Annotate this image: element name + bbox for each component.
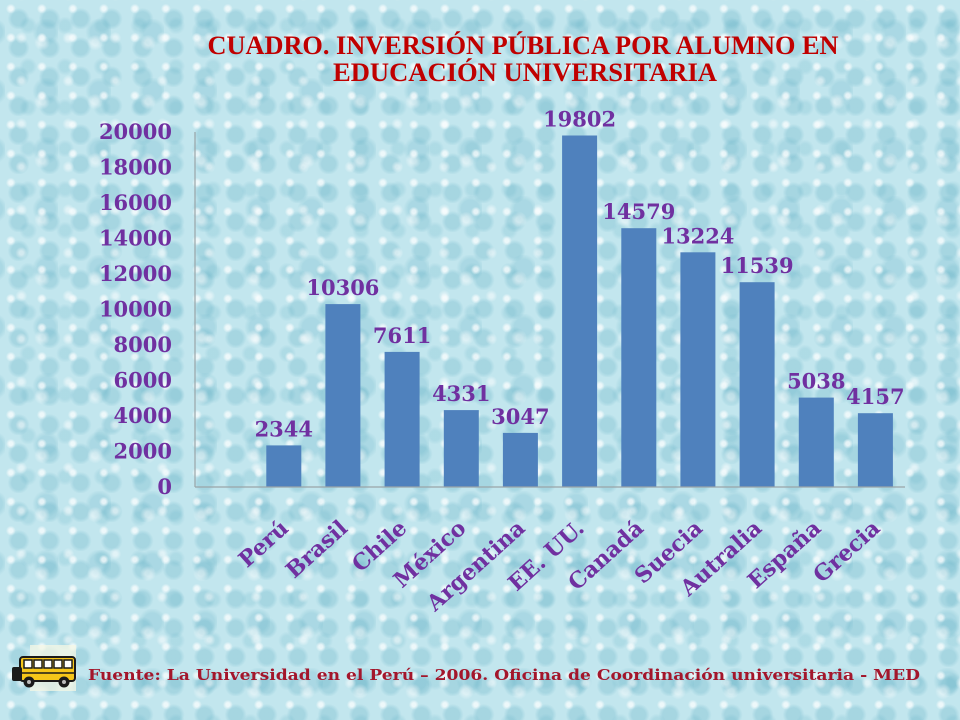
data-label-suecia: 13224: [661, 223, 734, 248]
bar-peru: [266, 445, 302, 487]
data-label-peru: 2344: [255, 416, 313, 441]
y-tick-label-18000: 18000: [99, 155, 172, 180]
data-label-autralia: 11539: [721, 253, 794, 278]
y-tick-label-0: 0: [157, 474, 172, 499]
y-tick-label-14000: 14000: [99, 226, 172, 251]
chart-title: CUADRO. INVERSIÓN PÚBLICA POR ALUMNO EN …: [208, 31, 839, 87]
chart-title-line-1: CUADRO. INVERSIÓN PÚBLICA POR ALUMNO EN: [208, 31, 839, 60]
y-tick-label-6000: 6000: [114, 368, 172, 393]
data-label-chile: 7611: [373, 323, 431, 348]
bar-grecia: [857, 413, 893, 487]
bar-suecia: [680, 252, 716, 487]
data-label-brasil: 10306: [306, 275, 379, 300]
data-label-mexico: 4331: [432, 381, 490, 406]
data-label-ee-uu: 19802: [543, 107, 616, 132]
source-footer: Fuente: La Universidad en el Perú – 2006…: [12, 645, 920, 691]
y-tick-label-16000: 16000: [99, 190, 172, 215]
y-tick-label-2000: 2000: [114, 439, 172, 464]
x-tick-label-brasil: Brasil: [281, 515, 353, 584]
school-bus-icon: [12, 645, 76, 691]
bar-argentina: [502, 432, 538, 487]
bar-espana: [798, 397, 834, 487]
bus-window: [63, 659, 73, 669]
plot-area: 0 2000 4000 6000 8000 10000 12000 14000 16000 180…: [99, 107, 905, 617]
bar-brasil: [325, 304, 361, 487]
bar-ee-uu: [562, 135, 598, 487]
x-tick-label-grecia: Grecia: [808, 515, 885, 588]
y-tick-label-20000: 20000: [99, 119, 172, 144]
data-label-canada: 14579: [602, 199, 675, 224]
data-label-espana: 5038: [787, 369, 845, 394]
bar-autralia: [739, 282, 775, 487]
data-label-grecia: 4157: [846, 384, 904, 409]
bars: [266, 135, 893, 487]
bus-window: [23, 659, 33, 669]
bar-mexico: [443, 410, 479, 487]
bus-wheel-hub: [62, 680, 66, 684]
bar-canada: [621, 228, 657, 487]
y-tick-label-8000: 8000: [114, 332, 172, 357]
bus-window: [43, 659, 53, 669]
chart-title-line-2: EDUCACIÓN UNIVERSITARIA: [333, 58, 717, 87]
bar-chile: [384, 351, 420, 487]
bus-wheel-hub: [27, 680, 31, 684]
source-note: Fuente: La Universidad en el Perú – 2006…: [88, 666, 920, 684]
bus-window: [53, 659, 63, 669]
data-label-argentina: 3047: [491, 404, 549, 429]
y-tick-label-4000: 4000: [114, 403, 172, 428]
y-tick-label-10000: 10000: [99, 297, 172, 322]
bus-window: [33, 659, 43, 669]
y-tick-label-12000: 12000: [99, 261, 172, 286]
bus-hood: [12, 667, 22, 681]
y-axis-tick-labels: 0 2000 4000 6000 8000 10000 12000 14000 16000 180…: [99, 119, 172, 499]
